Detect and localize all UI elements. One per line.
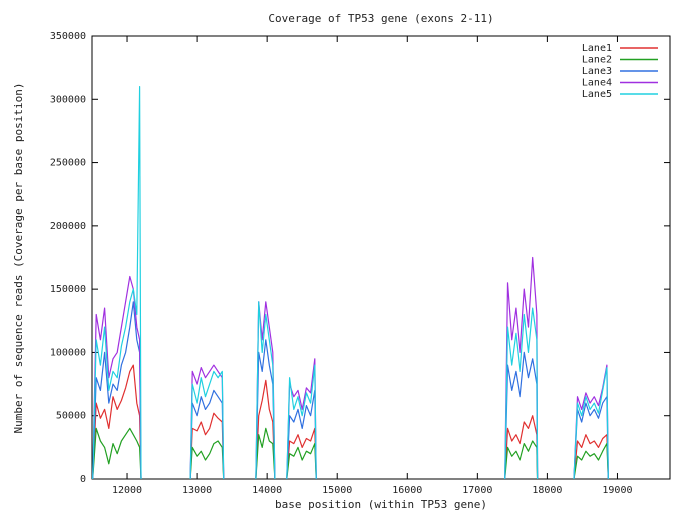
x-axis-label: base position (within TP53 gene) (275, 498, 487, 511)
series-line-lane2-segment-3 (255, 427, 276, 480)
x-tick-label: 18000 (532, 485, 562, 496)
series-line-lane2-segment-1 (92, 427, 142, 480)
series-line-lane5-segment-1 (92, 85, 142, 480)
y-tick-label: 300000 (50, 94, 86, 105)
y-axis-ticks: 0 50000 100000 150000 200000 250000 300000 3500… (50, 31, 670, 485)
series-line-lane2-segment-6 (573, 443, 609, 480)
series-lane5 (92, 85, 609, 480)
series-line-lane3-segment-2 (189, 389, 225, 480)
series-line-lane1-segment-3 (255, 379, 276, 480)
series-layer (92, 85, 609, 480)
series-line-lane1-segment-1 (92, 364, 142, 480)
y-tick-label: 250000 (50, 158, 86, 169)
x-tick-label: 12000 (112, 485, 142, 496)
series-line-lane1-segment-2 (189, 412, 225, 480)
y-tick-label: 50000 (56, 411, 86, 422)
chart-title: Coverage of TP53 gene (exons 2-11) (268, 12, 493, 25)
series-line-lane1-segment-4 (286, 427, 317, 480)
series-line-lane5-segment-6 (573, 367, 609, 480)
y-tick-label: 350000 (50, 31, 86, 42)
series-line-lane5-segment-2 (189, 370, 225, 480)
x-tick-label: 13000 (182, 485, 212, 496)
series-line-lane2-segment-5 (504, 440, 539, 480)
legend-label-lane2: Lane2 (582, 55, 612, 66)
series-line-lane1-segment-5 (504, 415, 539, 480)
legend-label-lane4: Lane4 (582, 78, 612, 89)
y-tick-label: 0 (80, 474, 86, 485)
series-line-lane2-segment-2 (189, 440, 225, 480)
series-line-lane5-segment-3 (255, 301, 276, 480)
legend-label-lane1: Lane1 (582, 43, 612, 54)
series-line-lane1-segment-6 (573, 434, 609, 480)
legend-label-lane3: Lane3 (582, 66, 612, 77)
x-tick-label: 17000 (462, 485, 492, 496)
x-tick-label: 19000 (602, 485, 632, 496)
series-line-lane2-segment-4 (286, 443, 317, 480)
series-line-lane4-segment-5 (504, 256, 539, 480)
plot-frame (91, 35, 671, 480)
y-axis-label: Number of sequence reads (Coverage per b… (12, 83, 25, 434)
y-tick-label: 200000 (50, 221, 86, 232)
series-line-lane3-segment-4 (286, 389, 317, 480)
legend-label-lane5: Lane5 (582, 89, 612, 100)
y-tick-label: 150000 (50, 284, 86, 295)
x-tick-label: 15000 (322, 485, 352, 496)
x-axis-ticks: 12000 13000 14000 15000 16000 17000 18000 19000 (112, 36, 633, 496)
x-tick-label: 14000 (252, 485, 282, 496)
x-tick-label: 16000 (392, 485, 422, 496)
y-tick-label: 100000 (50, 347, 86, 358)
series-line-lane3-segment-6 (573, 396, 609, 480)
series-lane1 (92, 364, 609, 480)
series-line-lane5-segment-5 (504, 307, 539, 480)
series-line-lane3-segment-5 (504, 351, 539, 480)
series-line-lane4-segment-1 (92, 275, 142, 480)
series-line-lane5-segment-4 (286, 364, 317, 480)
series-line-lane3-segment-1 (92, 301, 142, 480)
series-lane2 (92, 427, 609, 480)
